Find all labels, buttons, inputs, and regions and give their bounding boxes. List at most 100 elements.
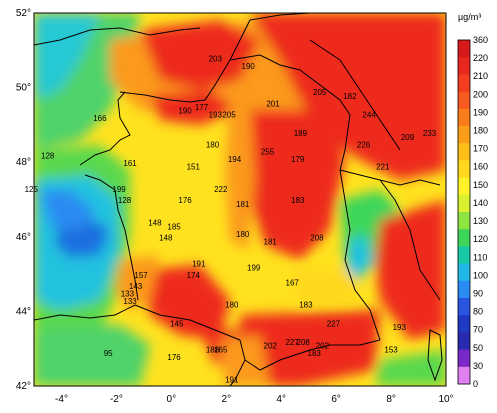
station-value: 185 bbox=[167, 222, 181, 231]
station-value: 157 bbox=[134, 271, 148, 280]
station-value: 208 bbox=[297, 338, 311, 347]
north-sea-coast bbox=[249, 13, 311, 21]
colorbar-tick-label: 180 bbox=[473, 126, 488, 136]
station-value: 148 bbox=[159, 234, 173, 243]
colorbar-frame bbox=[457, 39, 471, 385]
station-value: 205 bbox=[313, 88, 327, 97]
colorbar-tick-label: 80 bbox=[473, 307, 483, 317]
colorbar-swatch bbox=[458, 160, 470, 179]
longitude-ticks: -4° -2° 0° 2° 4° 6° 8° 10° bbox=[55, 394, 454, 405]
colorbar-tick-label: 220 bbox=[473, 53, 488, 63]
plot-frame bbox=[33, 12, 447, 387]
station-value: 176 bbox=[167, 353, 181, 362]
lon-tick-label: 6° bbox=[331, 394, 341, 405]
italy-border bbox=[379, 179, 441, 301]
station-value: 133 bbox=[123, 297, 137, 306]
station-value: 180 bbox=[225, 301, 239, 310]
lat-tick-label: 46° bbox=[16, 232, 31, 243]
colorbar-swatch bbox=[458, 108, 470, 127]
pyrenees-border bbox=[134, 304, 241, 341]
colorbar-tick-label: 90 bbox=[473, 289, 483, 299]
station-value: 176 bbox=[178, 196, 192, 205]
lon-tick-label: -4° bbox=[55, 394, 68, 405]
station-value: 148 bbox=[148, 219, 162, 228]
spain-north-coast bbox=[34, 304, 136, 321]
swiss-border bbox=[339, 169, 441, 186]
belgium-border bbox=[229, 54, 321, 86]
station-value: 166 bbox=[93, 114, 107, 123]
lon-tick-label: 10° bbox=[438, 394, 453, 405]
colorbar-swatch bbox=[458, 143, 470, 161]
coastlines-and-borders bbox=[34, 13, 443, 386]
station-value: 202 bbox=[264, 342, 278, 351]
lon-tick-label: 8° bbox=[386, 394, 396, 405]
station-value: 222 bbox=[214, 185, 228, 194]
station-value: 209 bbox=[401, 133, 415, 142]
colorbar-swatch bbox=[458, 57, 470, 75]
station-value: 227 bbox=[327, 319, 341, 328]
colorbar-swatch bbox=[458, 315, 470, 333]
station-value: 161 bbox=[123, 159, 137, 168]
colorbar-swatch bbox=[458, 298, 470, 316]
station-value: 179 bbox=[291, 155, 305, 164]
alps-border bbox=[339, 169, 381, 341]
colorbar-tick-label: 120 bbox=[473, 234, 488, 244]
station-value: 167 bbox=[286, 278, 300, 287]
colorbar: 360 220 210 200 190 180 170 160 150 140 130 120 110 1… bbox=[457, 35, 488, 389]
station-value: 177 bbox=[195, 103, 209, 112]
colorbar-swatch bbox=[458, 263, 470, 282]
station-value: 201 bbox=[266, 99, 280, 108]
station-value: 153 bbox=[384, 345, 398, 354]
biscay-coast bbox=[84, 174, 139, 301]
channel-coast bbox=[119, 19, 251, 103]
lat-tick-label: 44° bbox=[16, 306, 31, 317]
station-value: 180 bbox=[206, 140, 220, 149]
colorbar-tick-label: 130 bbox=[473, 216, 488, 226]
station-value: 183 bbox=[299, 301, 313, 310]
colorbar-tick-label: 30 bbox=[473, 361, 483, 371]
station-value: 183 bbox=[308, 349, 322, 358]
station-value: 199 bbox=[112, 185, 126, 194]
station-value: 221 bbox=[376, 163, 390, 172]
station-value: 202 bbox=[316, 342, 330, 351]
colorbar-swatch bbox=[458, 229, 470, 247]
colorbar-tick-label: 200 bbox=[473, 89, 488, 99]
lon-tick-label: 0° bbox=[167, 394, 177, 405]
colorbar-swatch bbox=[458, 212, 470, 230]
latitude-ticks: 52° 50° 48° 46° 44° 42° bbox=[16, 8, 31, 392]
colorbar-swatch bbox=[458, 332, 470, 351]
station-value: 143 bbox=[129, 282, 143, 291]
station-value: 190 bbox=[242, 62, 256, 71]
colorbar-unit: µg/m³ bbox=[458, 12, 481, 22]
lat-tick-label: 42° bbox=[16, 381, 31, 392]
colorbar-swatch bbox=[458, 366, 470, 385]
station-value: 182 bbox=[343, 92, 357, 101]
station-value: 194 bbox=[228, 155, 242, 164]
colorbar-swatch bbox=[458, 246, 470, 265]
colorbar-swatch bbox=[458, 349, 470, 368]
station-value: 190 bbox=[178, 107, 192, 116]
station-value: 188 bbox=[206, 345, 220, 354]
colorbar-tick-label: 150 bbox=[473, 180, 488, 190]
station-value: 125 bbox=[25, 185, 39, 194]
colorbar-swatch bbox=[458, 126, 470, 144]
brittany-coast bbox=[79, 91, 131, 166]
station-value: 95 bbox=[104, 349, 113, 358]
station-value: 181 bbox=[264, 237, 278, 246]
colorbar-tick-label: 0 bbox=[473, 379, 478, 389]
station-value: 189 bbox=[294, 129, 308, 138]
station-value: 208 bbox=[310, 234, 324, 243]
station-value: 227 bbox=[286, 338, 300, 347]
uk-south-coast bbox=[34, 27, 201, 46]
station-value: 191 bbox=[192, 260, 206, 269]
colorbar-tick-label: 160 bbox=[473, 162, 488, 172]
station-value: 205 bbox=[222, 110, 236, 119]
lon-tick-label: 4° bbox=[276, 394, 286, 405]
station-value: 244 bbox=[362, 110, 376, 119]
station-value: 191 bbox=[225, 375, 239, 384]
colorbar-tick-label: 170 bbox=[473, 144, 488, 154]
station-value: 183 bbox=[291, 196, 305, 205]
station-value: 233 bbox=[423, 129, 437, 138]
lat-tick-label: 50° bbox=[16, 83, 31, 94]
